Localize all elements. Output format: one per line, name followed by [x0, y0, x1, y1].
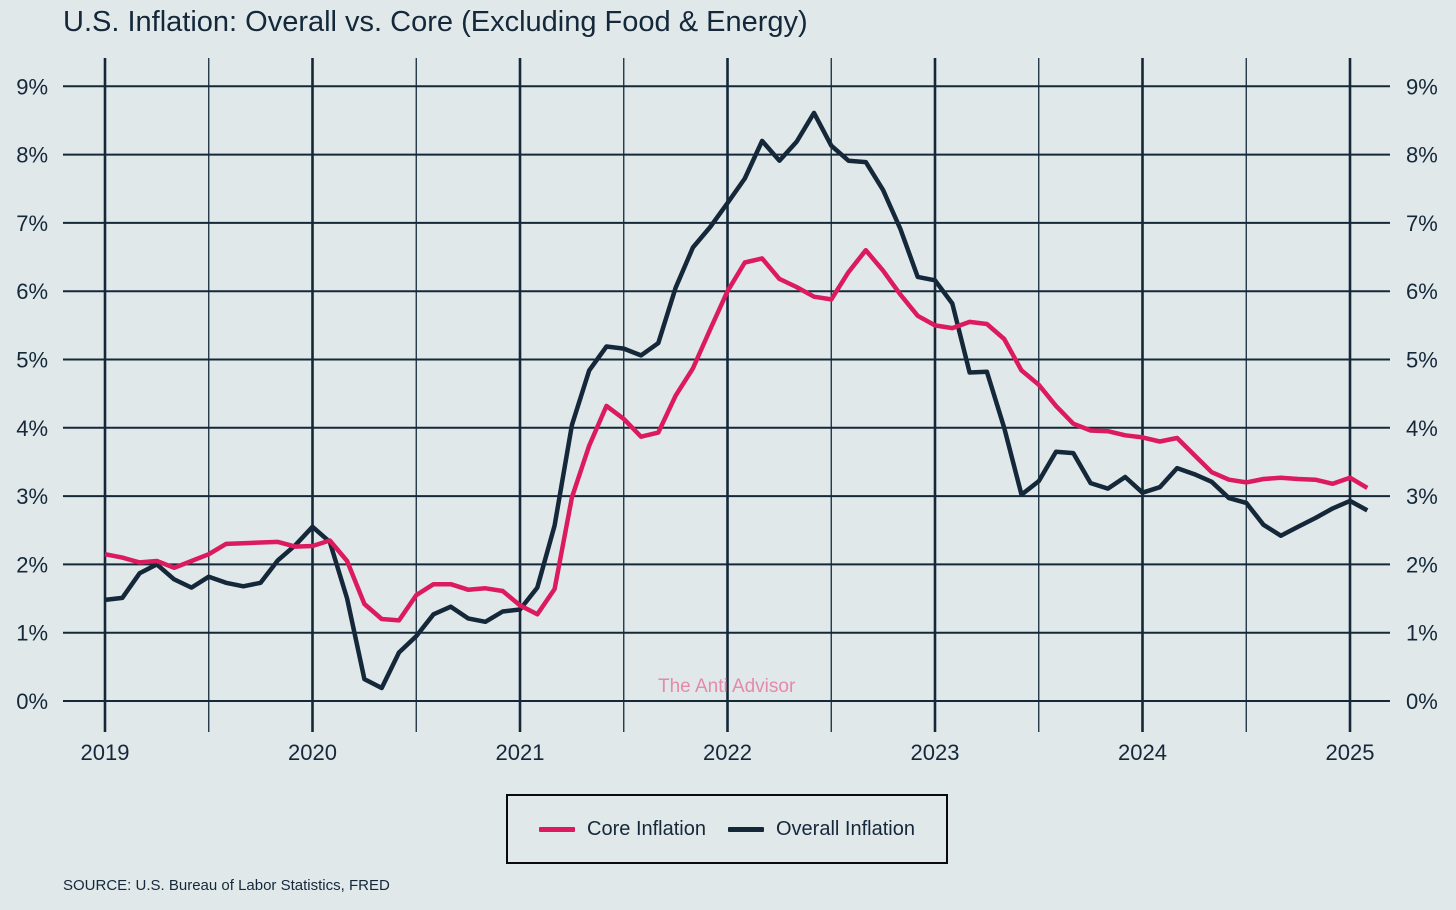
watermark: The Anti Advisor: [658, 676, 796, 697]
legend-swatch-overall: [728, 826, 764, 832]
y-tick-label-left: 9%: [16, 74, 48, 99]
x-tick-label: 2025: [1326, 740, 1375, 765]
y-tick-label-right: 7%: [1406, 211, 1438, 236]
legend-swatch-core: [539, 826, 576, 832]
x-tick-label: 2022: [703, 740, 752, 765]
y-tick-label-left: 7%: [16, 211, 48, 236]
y-tick-label-right: 1%: [1406, 621, 1438, 646]
x-tick-label: 2021: [496, 740, 545, 765]
y-tick-label-left: 3%: [16, 484, 48, 509]
y-tick-label-right: 8%: [1406, 143, 1438, 168]
x-tick-label: 2020: [288, 740, 337, 765]
legend-label-overall: Overall Inflation: [776, 817, 915, 840]
y-tick-label-left: 0%: [16, 689, 48, 714]
y-tick-label-left: 6%: [16, 279, 48, 304]
y-tick-label-right: 2%: [1406, 552, 1438, 577]
x-tick-label: 2019: [81, 740, 130, 765]
y-tick-label-right: 6%: [1406, 279, 1438, 304]
legend-label-core: Core Inflation: [587, 817, 706, 840]
y-tick-label-right: 9%: [1406, 74, 1438, 99]
y-tick-label-left: 2%: [16, 552, 48, 577]
y-tick-label-right: 0%: [1406, 689, 1438, 714]
source-note: SOURCE: U.S. Bureau of Labor Statistics,…: [63, 877, 390, 894]
y-tick-label-left: 8%: [16, 143, 48, 168]
y-tick-label-left: 1%: [16, 621, 48, 646]
core-inflation-line: [104, 247, 1369, 623]
series-lines: [104, 110, 1369, 691]
y-tick-label-right: 3%: [1406, 484, 1438, 509]
y-tick-label-right: 5%: [1406, 348, 1438, 373]
axis-labels: 0% 0% 1% 1% 2% 2% 3% 3% 4% 4% 5% 5% 6% 6% 7% 7% 8% 8% 9% 9%…: [16, 74, 1438, 765]
overall-inflation-line: [104, 110, 1369, 691]
y-tick-label-right: 4%: [1406, 416, 1438, 441]
y-tick-label-left: 4%: [16, 416, 48, 441]
legend: Core Inflation Overall Inflation: [506, 794, 948, 864]
x-tick-label: 2023: [911, 740, 960, 765]
y-tick-label-left: 5%: [16, 348, 48, 373]
legend-item-core: Core Inflation: [539, 818, 706, 841]
chart-title: U.S. Inflation: Overall vs. Core (Exclud…: [63, 6, 808, 38]
x-tick-label: 2024: [1118, 740, 1167, 765]
grid-lines: [63, 58, 1390, 732]
legend-item-overall: Overall Inflation: [728, 818, 915, 841]
